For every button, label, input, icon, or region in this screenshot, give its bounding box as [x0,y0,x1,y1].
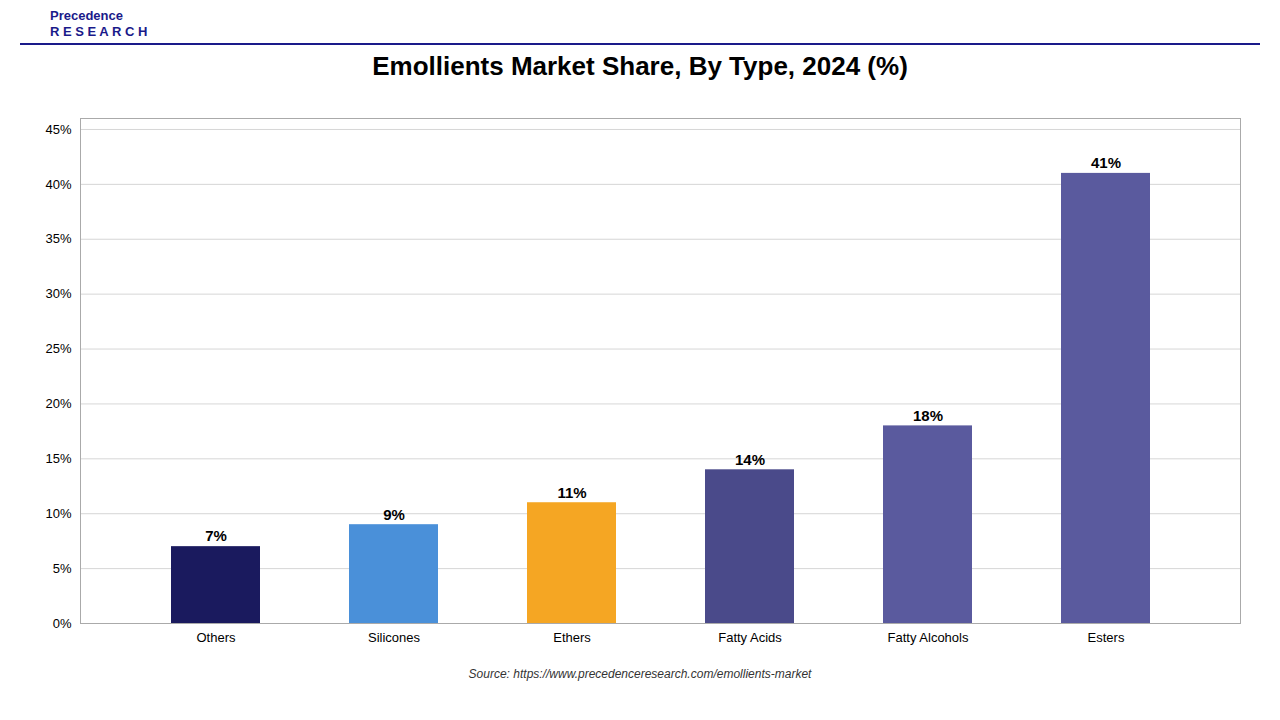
svg-text:20%: 20% [45,396,71,411]
svg-text:7%: 7% [205,528,227,545]
svg-text:35%: 35% [45,232,71,247]
html-text:Emollients Market Share, By Ty: Emollients Market Share, By Type, 2024 (… [372,51,908,82]
svg-text:18%: 18% [913,407,943,424]
svg-text:Fatty Acids: Fatty Acids [718,630,782,645]
svg-text:Silicones: Silicones [368,630,421,645]
svg-text:Ethers: Ethers [553,630,591,645]
svg-text:Fatty Alcohols: Fatty Alcohols [888,630,969,645]
svg-text:11%: 11% [557,484,586,501]
svg-text:45%: 45% [45,122,71,137]
svg-text:5%: 5% [53,561,72,576]
svg-text:40%: 40% [45,177,71,192]
html-text:Source: https://www.precedence: Source: https://www.precedenceresearch.c… [468,667,812,682]
svg-text:30%: 30% [45,286,71,301]
svg-text:25%: 25% [45,341,71,356]
svg-text:0%: 0% [53,616,72,631]
svg-text:10%: 10% [45,506,71,521]
svg-text:14%: 14% [735,451,765,468]
svg-text:Others: Others [196,630,236,645]
svg-text:15%: 15% [45,451,71,466]
html-text:Precedence R E S E A R C H: Precedence R E S E A R C H [50,8,148,39]
svg-text:41%: 41% [1091,154,1121,171]
svg-text:9%: 9% [383,506,405,523]
svg-text:Esters: Esters [1088,630,1125,645]
